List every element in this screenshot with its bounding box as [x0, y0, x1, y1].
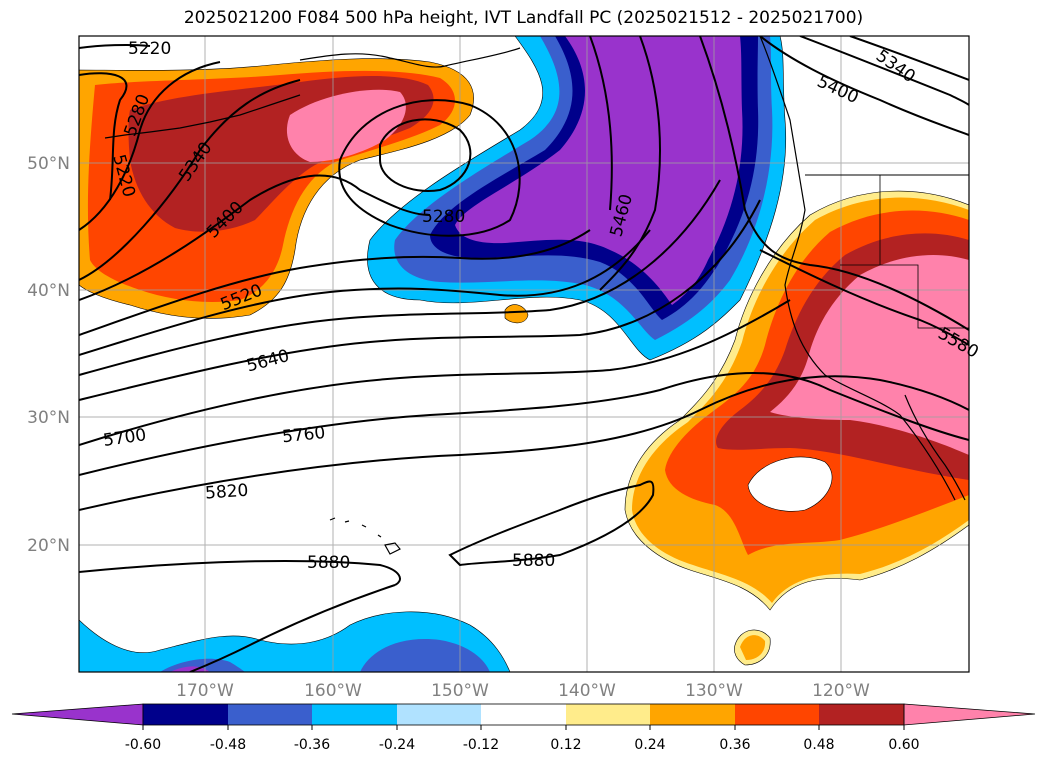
contour-label: 5880: [512, 551, 555, 571]
lon-label: 170°W: [176, 681, 234, 701]
ivt-hole: [747, 456, 833, 512]
colorbar-tick-label: -0.12: [463, 737, 499, 753]
negative-ivt-south-mid: [160, 639, 490, 672]
colorbar-tick-label: -0.48: [210, 737, 246, 753]
lat-label: 40°N: [27, 281, 70, 301]
contour-label: 5760: [281, 423, 326, 447]
longitude-labels: 170°W 160°W 150°W 140°W 130°W 120°W: [176, 681, 870, 701]
colorbar-tick-label: -0.36: [294, 737, 330, 753]
colorbar-segment: [650, 704, 735, 725]
colorbar-frame: [142, 703, 905, 726]
latitude-labels: 50°N 40°N 30°N 20°N: [27, 154, 70, 556]
positive-ivt-patch-2-core: [740, 635, 766, 660]
lon-label: 160°W: [304, 681, 362, 701]
coastlines: [104, 36, 969, 555]
lon-label: 130°W: [685, 681, 743, 701]
positive-ivt-se-core: [770, 255, 969, 455]
colorbar-tick-label: 0.60: [888, 737, 919, 753]
colorbar-low-extend: [11, 703, 144, 726]
lat-label: 50°N: [27, 154, 70, 174]
ivt-shading: [79, 36, 969, 672]
positive-ivt-patch-1: [504, 304, 529, 324]
hawaii-islands: [329, 517, 401, 555]
contour-label: 5220: [128, 39, 171, 59]
lon-label: 140°W: [558, 681, 616, 701]
colorbar-high-extend: [903, 703, 1036, 726]
colorbar-segment: [397, 704, 481, 725]
alaska-coast: [299, 47, 521, 68]
lon-label: 120°W: [812, 681, 870, 701]
colorbar-tick-label: 0.36: [719, 737, 750, 753]
contour-label: 5880: [307, 553, 350, 573]
baja-coast: [904, 394, 966, 501]
lon-label: 150°W: [431, 681, 489, 701]
state-border-2: [879, 175, 969, 329]
colorbar-tick-label: 0.48: [803, 737, 834, 753]
contour-label: 5280: [422, 207, 465, 227]
colorbar-segment: [735, 704, 819, 725]
colorbar-tick-label: 0.24: [634, 737, 665, 753]
colorbar-tick-label: -0.24: [379, 737, 415, 753]
contour-label: 5820: [204, 481, 249, 504]
north-america-coast: [759, 36, 956, 501]
colorbar-ticks: [142, 725, 905, 730]
map-frame: [78, 35, 970, 673]
colorbar-tick-label: 0.12: [550, 737, 581, 753]
lat-label: 30°N: [27, 408, 70, 428]
positive-ivt-nw-core: [286, 89, 406, 162]
aleutian-chain: [104, 94, 301, 139]
negative-ivt-core: [455, 36, 743, 305]
colorbar-segment: [481, 704, 566, 725]
height-contours: [79, 36, 969, 672]
colorbar-segment: [143, 704, 228, 725]
map-title: 2025021200 F084 500 hPa height, IVT Land…: [183, 8, 864, 28]
colorbar-segment: [228, 704, 312, 725]
colorbar-segment: [566, 704, 650, 725]
colorbar-segment: [312, 704, 397, 725]
colorbar: -0.60 -0.48 -0.36 -0.24 -0.12 0.12 0.24 …: [11, 703, 1036, 753]
colorbar-tick-label: -0.60: [125, 737, 161, 753]
colorbar-segment: [819, 704, 904, 725]
lat-label: 20°N: [27, 536, 70, 556]
